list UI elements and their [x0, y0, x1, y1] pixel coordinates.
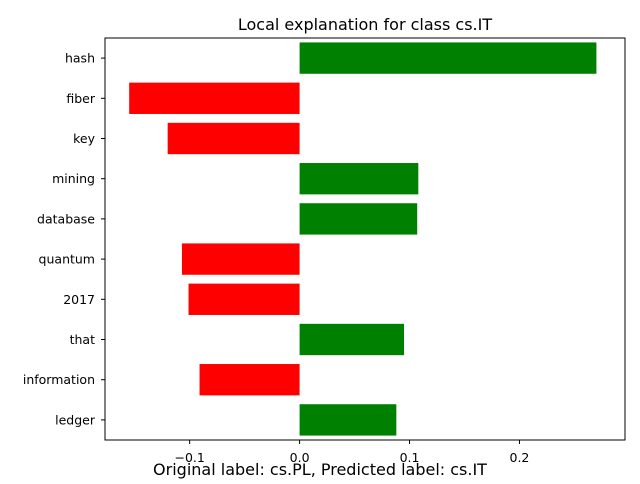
x-tick-label: 0.0 [290, 450, 310, 465]
y-tick-label: mining [52, 171, 95, 186]
bar-key [167, 122, 300, 155]
chart-title: Local explanation for class cs.IT [238, 15, 493, 34]
y-tick-label: key [73, 131, 95, 146]
axes-frame [104, 37, 626, 441]
bar-hash [299, 42, 597, 74]
y-tick-label: quantum [39, 252, 95, 267]
x-tick-label: −0.1 [174, 450, 204, 465]
y-tick-label: fiber [66, 91, 95, 106]
bar-that [299, 323, 405, 356]
bar-database [299, 203, 418, 235]
y-tick-label: information [23, 372, 95, 387]
bar-ledger [299, 404, 397, 436]
y-tick-label: 2017 [63, 292, 95, 307]
y-tick-label: hash [65, 51, 95, 66]
bar-quantum [181, 243, 300, 275]
chart-caption: Original label: cs.PL, Predicted label: … [153, 460, 487, 479]
y-tick-label: ledger [55, 412, 96, 427]
x-tick-label: 0.2 [510, 450, 530, 465]
x-tick-label: 0.1 [400, 450, 420, 465]
y-tick-label: that [70, 332, 95, 347]
bar-mining [299, 163, 419, 195]
y-tick-label: database [37, 211, 95, 226]
bar-information [199, 364, 300, 396]
bar-fiber [129, 82, 300, 114]
bar-2017 [188, 283, 300, 315]
